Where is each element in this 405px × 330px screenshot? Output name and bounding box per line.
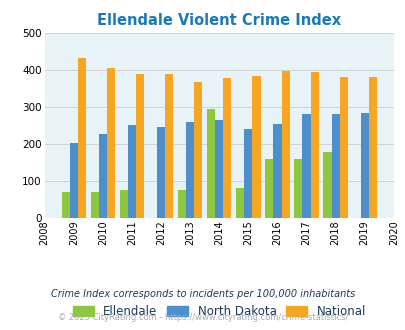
Bar [368, 77, 376, 218]
Bar [78, 58, 86, 218]
Title: Ellendale Violent Crime Index: Ellendale Violent Crime Index [97, 13, 341, 28]
Bar [98, 134, 107, 218]
Bar [323, 152, 331, 218]
Bar [223, 78, 231, 218]
Bar [264, 159, 273, 218]
Bar [207, 109, 215, 218]
Bar [331, 114, 339, 218]
Text: © 2025 CityRating.com - https://www.cityrating.com/crime-statistics/: © 2025 CityRating.com - https://www.city… [58, 313, 347, 322]
Bar [360, 113, 368, 218]
Bar [310, 72, 318, 218]
Bar [339, 77, 347, 218]
Bar [90, 192, 98, 218]
Bar [165, 74, 173, 218]
Bar [244, 129, 252, 218]
Bar [128, 125, 136, 218]
Bar [294, 159, 302, 218]
Bar [215, 120, 223, 218]
Bar [62, 192, 70, 218]
Bar [185, 122, 194, 218]
Bar [177, 190, 185, 218]
Bar [194, 82, 202, 218]
Bar [70, 143, 78, 218]
Legend: Ellendale, North Dakota, National: Ellendale, North Dakota, National [69, 301, 369, 321]
Bar [273, 123, 281, 218]
Bar [302, 114, 310, 218]
Bar [107, 68, 115, 218]
Bar [157, 126, 165, 218]
Bar [119, 190, 128, 218]
Bar [136, 74, 144, 218]
Bar [236, 188, 244, 218]
Bar [281, 71, 289, 218]
Text: Crime Index corresponds to incidents per 100,000 inhabitants: Crime Index corresponds to incidents per… [51, 289, 354, 299]
Bar [252, 76, 260, 218]
